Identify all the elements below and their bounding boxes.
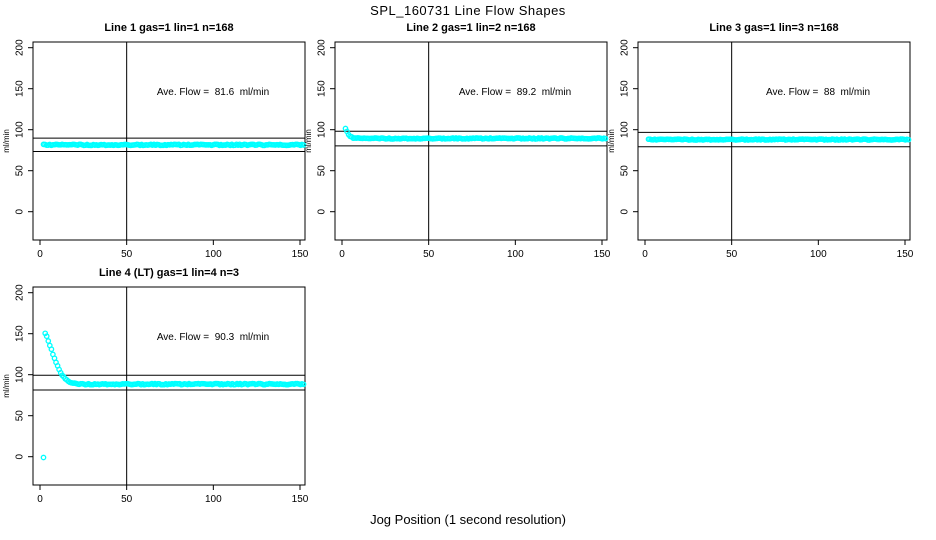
y-axis: 0 50 100 150 200 ml/min <box>304 39 335 214</box>
x-tick-label: 100 <box>205 249 222 260</box>
reference-lines <box>33 42 305 240</box>
x-tick-label: 50 <box>121 249 133 260</box>
subplot-line-3-ave-flow: Ave. Flow = 88 ml/min <box>765 87 871 98</box>
y-axis-unit-label: ml/min <box>2 374 11 398</box>
x-tick-label: 100 <box>507 249 524 260</box>
y-tick-label: 100 <box>620 121 631 138</box>
x-tick-label: 0 <box>339 249 345 260</box>
x-axis: 0 50 100 150 <box>339 240 611 260</box>
y-tick-label: 200 <box>317 39 328 56</box>
y-tick-label: 0 <box>15 208 26 214</box>
x-axis: 0 50 100 150 <box>37 485 309 505</box>
y-tick-label: 200 <box>15 39 26 56</box>
y-tick-label: 150 <box>15 80 26 97</box>
y-tick-label: 50 <box>317 165 328 177</box>
line-1-plot-area: 0 50 100 150 200 ml/min 0 50 100 150 <box>2 39 309 260</box>
subplot-line-3: 0 50 100 150 200 ml/min 0 50 100 150 Line 3 gas=1… <box>605 20 917 270</box>
x-axis: 0 50 100 150 <box>37 240 309 260</box>
y-tick-label: 0 <box>15 453 26 459</box>
plot-frame <box>32 41 306 241</box>
y-tick-label: 100 <box>317 121 328 138</box>
y-tick-label: 100 <box>15 121 26 138</box>
y-tick-label: 150 <box>15 325 26 342</box>
data-points <box>645 136 912 143</box>
y-axis-unit-label: ml/min <box>607 129 616 153</box>
subplot-line-4: 0 50 100 150 200 ml/min 0 50 100 150 Line 4 (LT) … <box>0 265 312 515</box>
y-tick-label: 150 <box>317 80 328 97</box>
y-tick-label: 0 <box>620 208 631 214</box>
x-tick-label: 150 <box>897 249 914 260</box>
subplot-line-1-ave-flow: Ave. Flow = 81.6 ml/min <box>156 87 270 98</box>
figure-title: SPL_160731 Line Flow Shapes <box>370 3 566 18</box>
y-tick-label: 150 <box>620 80 631 97</box>
x-tick-label: 150 <box>594 249 611 260</box>
y-axis: 0 50 100 150 200 ml/min <box>2 284 33 459</box>
data-points <box>40 141 307 149</box>
subplot-line-2: 0 50 100 150 200 ml/min 0 50 100 150 Line 2 gas=1… <box>302 20 614 270</box>
x-axis: 0 50 100 150 <box>642 240 914 260</box>
subplot-line-2-ave-flow: Ave. Flow = 89.2 ml/min <box>458 87 572 98</box>
subplot-line-3-title: Line 3 gas=1 lin=3 n=168 <box>709 22 839 34</box>
line-3-plot-area: 0 50 100 150 200 ml/min 0 50 100 150 <box>607 39 914 260</box>
y-tick-label: 50 <box>15 165 26 177</box>
x-tick-label: 0 <box>642 249 648 260</box>
y-tick-label: 200 <box>620 39 631 56</box>
x-tick-label: 100 <box>810 249 827 260</box>
subplot-line-2-title: Line 2 gas=1 lin=2 n=168 <box>406 22 536 34</box>
x-tick-label: 0 <box>37 494 43 505</box>
x-tick-label: 0 <box>37 249 43 260</box>
figure-x-axis-label: Jog Position (1 second resolution) <box>370 512 566 527</box>
y-axis: 0 50 100 150 200 ml/min <box>607 39 638 214</box>
y-tick-label: 100 <box>15 366 26 383</box>
subplot-line-1: 0 50 100 150 200 ml/min 0 50 100 150 Line 1 gas=1… <box>0 20 312 270</box>
x-tick-label: 50 <box>121 494 133 505</box>
y-tick-label: 50 <box>620 165 631 177</box>
x-tick-label: 100 <box>205 494 222 505</box>
y-tick-label: 0 <box>317 208 328 214</box>
x-tick-label: 150 <box>292 494 309 505</box>
subplot-line-4-title: Line 4 (LT) gas=1 lin=4 n=3 <box>98 267 240 279</box>
data-points <box>342 125 609 142</box>
x-tick-label: 50 <box>726 249 738 260</box>
data-points <box>40 330 307 461</box>
y-tick-label: 50 <box>15 410 26 422</box>
x-tick-label: 50 <box>423 249 435 260</box>
y-axis: 0 50 100 150 200 ml/min <box>2 39 33 214</box>
x-tick-label: 150 <box>292 249 309 260</box>
y-axis-unit-label: ml/min <box>304 129 313 153</box>
line-4-plot-area: 0 50 100 150 200 ml/min 0 50 100 150 <box>2 284 309 505</box>
line-2-plot-area: 0 50 100 150 200 ml/min 0 50 100 150 <box>304 39 611 260</box>
subplot-line-4-ave-flow: Ave. Flow = 90.3 ml/min <box>156 332 270 343</box>
y-tick-label: 200 <box>15 284 26 301</box>
y-axis-unit-label: ml/min <box>2 129 11 153</box>
subplot-line-1-title: Line 1 gas=1 lin=1 n=168 <box>104 22 234 34</box>
